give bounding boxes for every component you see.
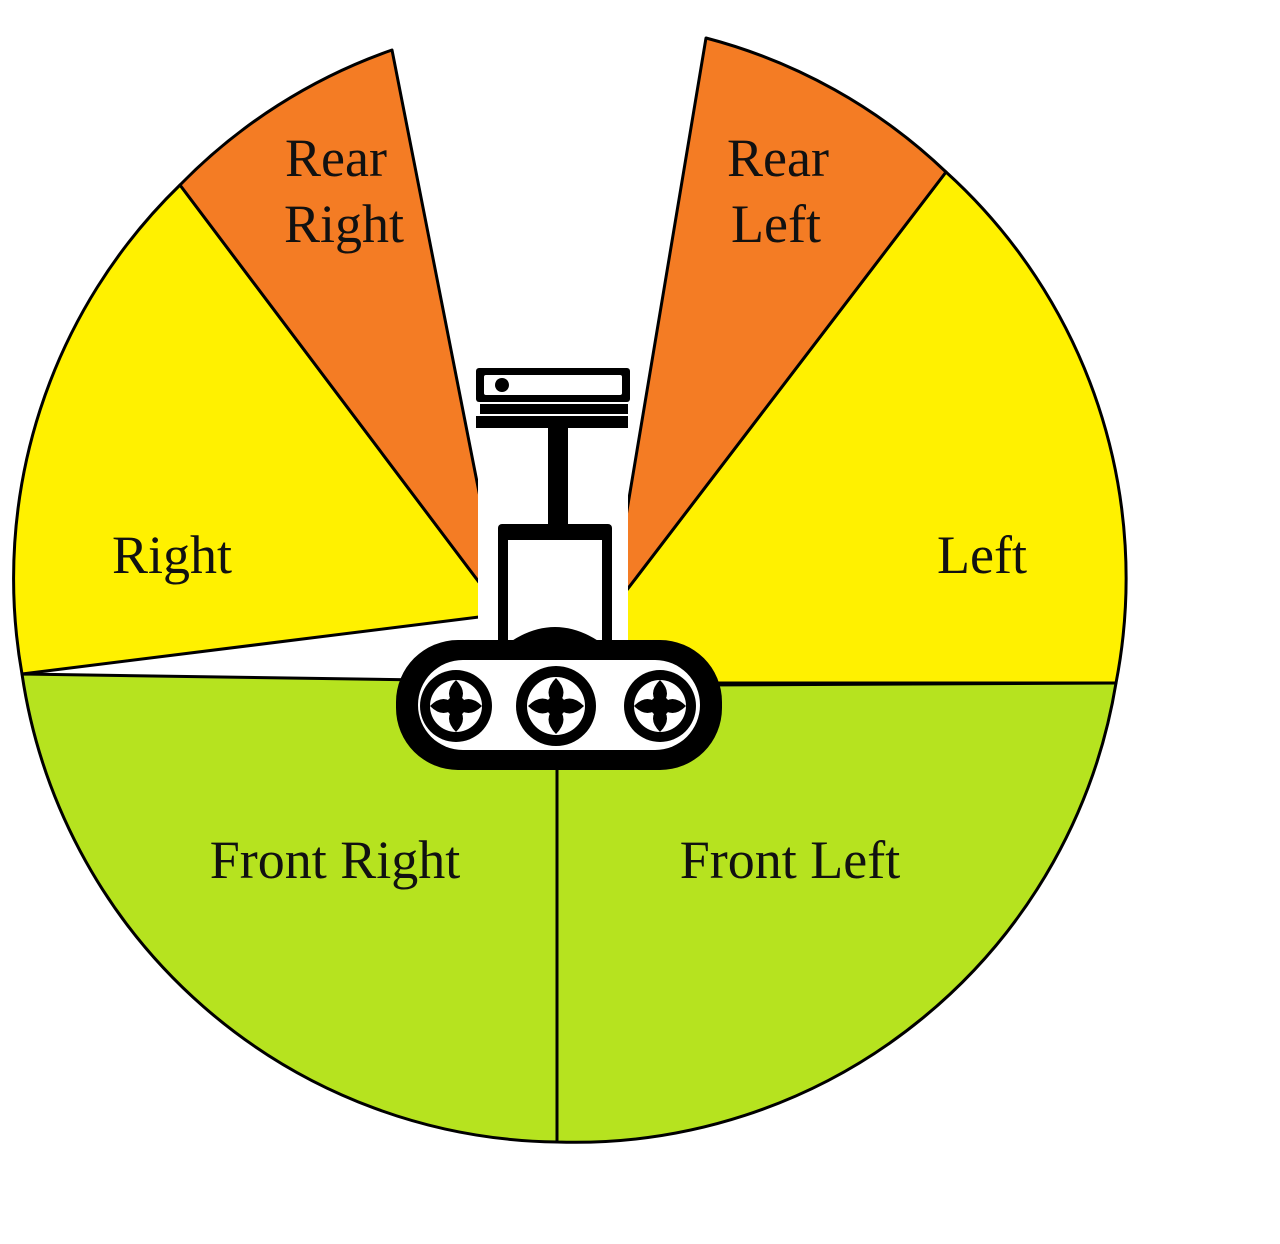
front-left-zone [555, 680, 1118, 1144]
left-front-divider [699, 681, 1117, 687]
rear-right-label: Right [284, 194, 404, 254]
rear-right-label: Rear [285, 128, 387, 188]
track-wheel [420, 670, 492, 742]
right-zone [12, 183, 505, 676]
left-zone [608, 170, 1128, 685]
right-label: Right [112, 525, 232, 585]
track-wheel [516, 666, 596, 746]
rear-left-label: Rear [727, 128, 829, 188]
rear-left-zone [608, 36, 948, 614]
front-right-zone [20, 672, 559, 1144]
front-left-label: Front Left [680, 830, 900, 890]
rear-right-zone [178, 48, 505, 616]
track-wheel [624, 670, 696, 742]
rear-left-label: Left [731, 194, 821, 254]
front-right-label: Front Right [210, 830, 461, 890]
tracked-robot-icon [396, 368, 722, 770]
left-label: Left [937, 525, 1027, 585]
